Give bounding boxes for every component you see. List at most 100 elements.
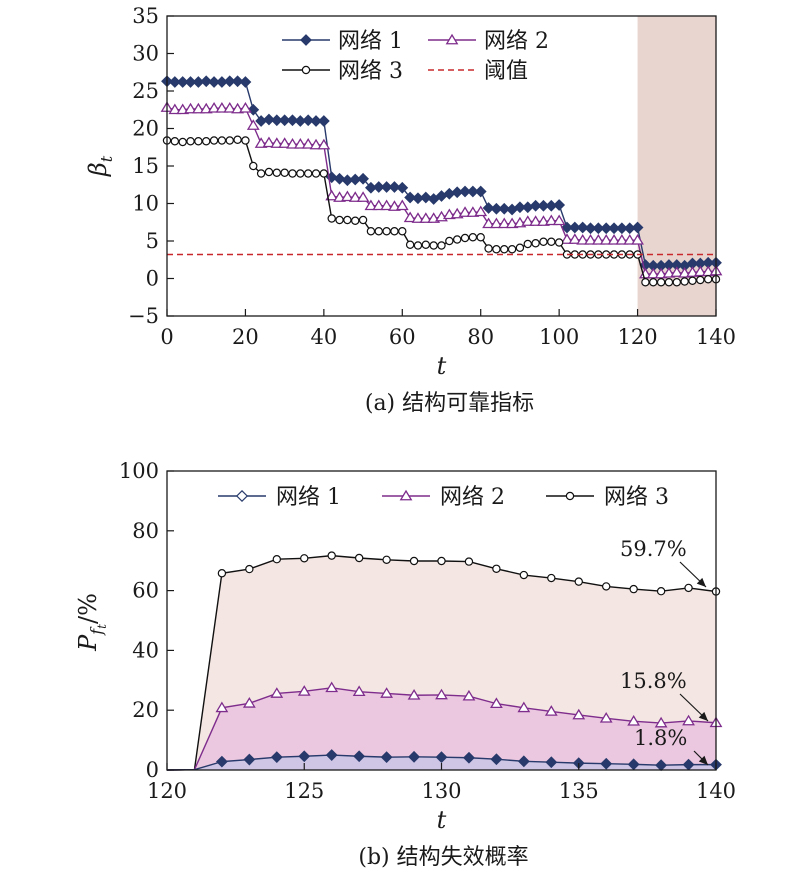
series-3-point [354,553,364,563]
series-3-point [437,241,446,250]
series-2-point [521,215,535,226]
series-2-point [576,233,590,245]
series-2-point [231,102,244,114]
series-2-point [239,101,252,113]
legend-label-2: 网络 2 [440,485,505,510]
series-3-point [656,586,666,596]
caption-b: (b) 结构失效概率 [358,845,528,870]
series-2-point [325,189,339,201]
series-1-point [537,199,550,212]
x-tick-label: 130 [421,779,461,803]
series-2-point [325,681,339,693]
series-3-point [492,245,501,254]
annotation-arrow-head [698,755,708,765]
x-tick-label: 60 [389,325,416,349]
series-1-point [239,76,252,88]
series-2-point [419,212,433,223]
series-3-point [327,551,336,560]
series-1-point [388,181,401,193]
series-2-point [380,199,393,211]
series-2-point [627,714,641,726]
legend-label-1: 网络 1 [276,485,341,510]
y-tick-label: 60 [132,579,159,603]
series-1-point [176,76,189,88]
series-2-point [670,266,684,277]
series-3-point [437,556,446,566]
series-3-point [547,573,556,583]
series-3-point [629,584,638,594]
series-2-point [682,714,695,726]
y-tick-label: 5 [146,229,159,253]
legend-label-3: 网络 3 [604,485,669,510]
x-tick-label: 120 [618,325,658,349]
series-2-point [490,697,503,709]
series-2-point [340,190,354,202]
series-2-point [497,217,511,229]
series-3-point [421,240,431,249]
series-1-point [380,751,393,764]
series-1-point [615,222,628,235]
series-2-point [372,199,386,211]
series-1-point [286,114,299,127]
series-1-point [600,222,613,235]
series-3-point [476,233,485,242]
series-2-point [270,687,284,698]
series-3-point [209,136,219,145]
series-3-point [664,278,674,287]
series-3-point [311,169,321,178]
series-3-point [464,557,474,566]
series-2-point [215,101,229,113]
series-2-point [646,267,660,279]
legend-label-2: 网络 2 [484,29,549,54]
series-1-point [270,114,283,127]
series-2-point [191,102,205,114]
y-tick-label: 0 [146,758,159,782]
legend-series-2-marker [399,489,413,501]
series-2-point [599,233,613,245]
series-3-point [374,227,383,236]
series-2-point [199,102,213,114]
y-tick-label: 100 [119,459,159,483]
series-2-point [599,712,613,723]
series-2-area [194,687,716,770]
series-3-point [366,227,376,236]
caption-a: (a) 结构可靠指标 [365,391,534,416]
annotation-arrow-head [698,711,708,721]
x-axis-label: t [437,806,447,834]
series-3-point [507,245,517,254]
series-1-point [310,115,322,127]
series-2-point [529,215,543,226]
series-3-point [303,169,313,178]
x-axis-label: t [437,352,447,380]
series-2-point [168,103,182,115]
series-3-point [519,570,529,580]
series-2-point [568,233,582,244]
series-1-area [194,755,716,770]
series-3-point [225,136,234,145]
y-tick-label: 80 [132,519,159,543]
series-1-point [372,181,385,193]
series-3-point [405,240,415,249]
series-3-point [680,277,689,286]
series-1-point [278,114,291,127]
series-1-point [317,115,330,127]
series-3-point [688,276,697,285]
series-2-point [395,199,409,211]
series-3-point [531,239,540,248]
series-2-point [207,101,221,113]
series-1-point [404,191,417,204]
series-2-point [686,266,699,277]
series-3-point [523,239,532,249]
x-tick-label: 140 [696,325,736,349]
series-2-point [352,685,366,697]
series-2-point [631,233,644,245]
series-2-point [591,233,605,245]
series-2-point [270,137,284,148]
series-3-point [382,555,391,565]
series-1-point [553,199,566,211]
series-2-point [411,212,425,223]
series-2-point [693,265,707,277]
series-1-point [223,75,236,88]
x-tick-label: 20 [232,325,259,349]
